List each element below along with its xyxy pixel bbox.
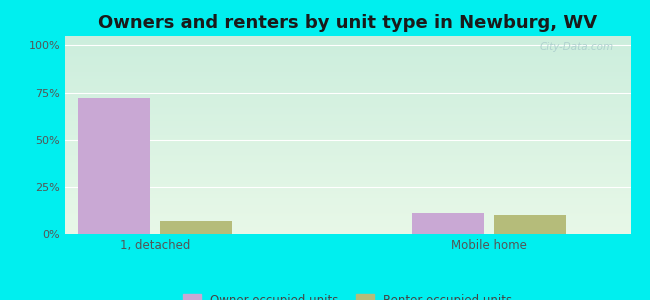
Bar [160, 221, 232, 234]
Bar [78, 98, 150, 234]
Bar [412, 213, 484, 234]
Text: City-Data.com: City-Data.com [540, 42, 614, 52]
Bar [494, 215, 566, 234]
Title: Owners and renters by unit type in Newburg, WV: Owners and renters by unit type in Newbu… [98, 14, 597, 32]
Legend: Owner occupied units, Renter occupied units: Owner occupied units, Renter occupied un… [178, 289, 517, 300]
